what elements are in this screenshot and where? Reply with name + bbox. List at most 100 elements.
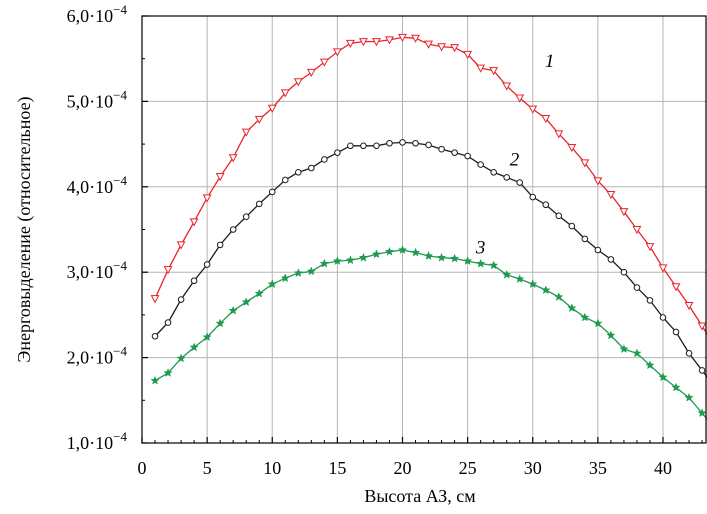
- data-point: [568, 222, 576, 230]
- data-point: [280, 273, 290, 283]
- data-point: [423, 251, 434, 260]
- data-point: [451, 149, 458, 156]
- data-point: [242, 213, 250, 220]
- data-point: [358, 252, 369, 262]
- x-tick-label: 40: [654, 458, 672, 478]
- data-point: [202, 332, 212, 342]
- data-point: [541, 285, 551, 295]
- data-point: [436, 252, 447, 262]
- data-point: [490, 168, 497, 176]
- data-point: [464, 152, 471, 160]
- data-point: [319, 258, 329, 268]
- data-point: [658, 372, 668, 382]
- series-label-1: 1: [545, 51, 555, 72]
- data-point: [176, 353, 186, 363]
- data-point: [321, 156, 328, 163]
- y-tick-label: 2,0·10−4: [67, 344, 128, 368]
- data-point: [216, 241, 224, 249]
- grid: [142, 16, 707, 443]
- data-point: [567, 303, 577, 313]
- y-axis-title: Энерговыделение (относительное): [14, 96, 35, 362]
- x-tick-label: 20: [394, 458, 412, 478]
- data-point: [684, 392, 694, 402]
- data-point: [268, 188, 276, 196]
- data-point: [308, 164, 315, 172]
- data-point: [241, 128, 251, 137]
- data-point: [254, 288, 264, 298]
- data-point: [437, 43, 447, 52]
- data-point: [606, 330, 616, 340]
- data-point: [567, 144, 577, 153]
- series-1: [150, 33, 707, 335]
- data-point: [332, 48, 342, 57]
- data-point: [463, 50, 473, 60]
- data-point: [645, 243, 655, 252]
- y-tick-label: 6,0·10−4: [67, 2, 128, 26]
- data-point: [397, 245, 408, 254]
- data-point: [476, 258, 486, 268]
- data-point: [515, 274, 525, 283]
- data-point: [332, 256, 343, 266]
- data-point: [671, 382, 681, 392]
- data-point: [293, 78, 303, 87]
- data-point: [150, 375, 160, 385]
- data-point: [306, 68, 316, 78]
- data-point: [672, 328, 680, 336]
- axis-ticks: [141, 15, 703, 444]
- x-tick-label: 25: [459, 458, 477, 478]
- data-point: [450, 44, 460, 53]
- data-point: [489, 260, 499, 270]
- data-point: [345, 255, 356, 265]
- x-tick-label: 35: [589, 458, 607, 478]
- data-point: [189, 218, 199, 227]
- data-point: [593, 177, 603, 186]
- data-point: [477, 161, 484, 168]
- data-point: [347, 142, 354, 150]
- data-point: [697, 322, 707, 331]
- x-tick-label: 10: [263, 458, 281, 478]
- data-point: [658, 264, 668, 273]
- data-point: [229, 226, 237, 233]
- data-point: [203, 261, 211, 268]
- series-line-1: [154, 36, 707, 335]
- data-point: [373, 142, 380, 150]
- data-point: [593, 318, 603, 328]
- data-point: [334, 149, 341, 156]
- tick-labels: 0 5 10 15 20 25 30 35 40 1,0·10−4 2,0·10−4 3,0·10−4…: [67, 2, 672, 478]
- data-point: [280, 89, 290, 98]
- x-axis-title: Высота АЗ, см: [364, 486, 475, 506]
- y-tick-label: 5,0·10−4: [67, 87, 128, 111]
- data-point: [581, 235, 589, 243]
- data-point: [554, 130, 564, 139]
- data-point: [542, 201, 550, 209]
- data-point: [438, 145, 445, 153]
- data-point: [215, 173, 225, 182]
- data-point: [659, 314, 667, 321]
- data-point: [424, 40, 433, 49]
- data-point: [620, 268, 628, 276]
- data-point: [385, 36, 394, 45]
- data-point: [449, 253, 460, 263]
- data-point: [528, 105, 538, 114]
- data-point: [163, 368, 173, 377]
- data-point: [502, 269, 512, 279]
- data-point: [228, 305, 238, 315]
- data-point: [594, 246, 602, 254]
- data-point: [255, 200, 263, 208]
- data-point: [254, 115, 264, 124]
- data-point: [410, 247, 421, 257]
- data-point: [215, 318, 225, 328]
- data-point: [580, 159, 590, 168]
- data-point: [371, 249, 382, 259]
- data-point: [515, 94, 525, 103]
- data-point: [386, 139, 393, 147]
- series-label-3: 3: [475, 237, 486, 258]
- x-tick-label: 15: [328, 458, 346, 478]
- data-point: [502, 82, 512, 91]
- data-point: [319, 58, 329, 67]
- data-point: [189, 342, 199, 352]
- data-point: [554, 292, 564, 301]
- data-point: [633, 284, 641, 291]
- x-tick-label: 30: [524, 458, 542, 478]
